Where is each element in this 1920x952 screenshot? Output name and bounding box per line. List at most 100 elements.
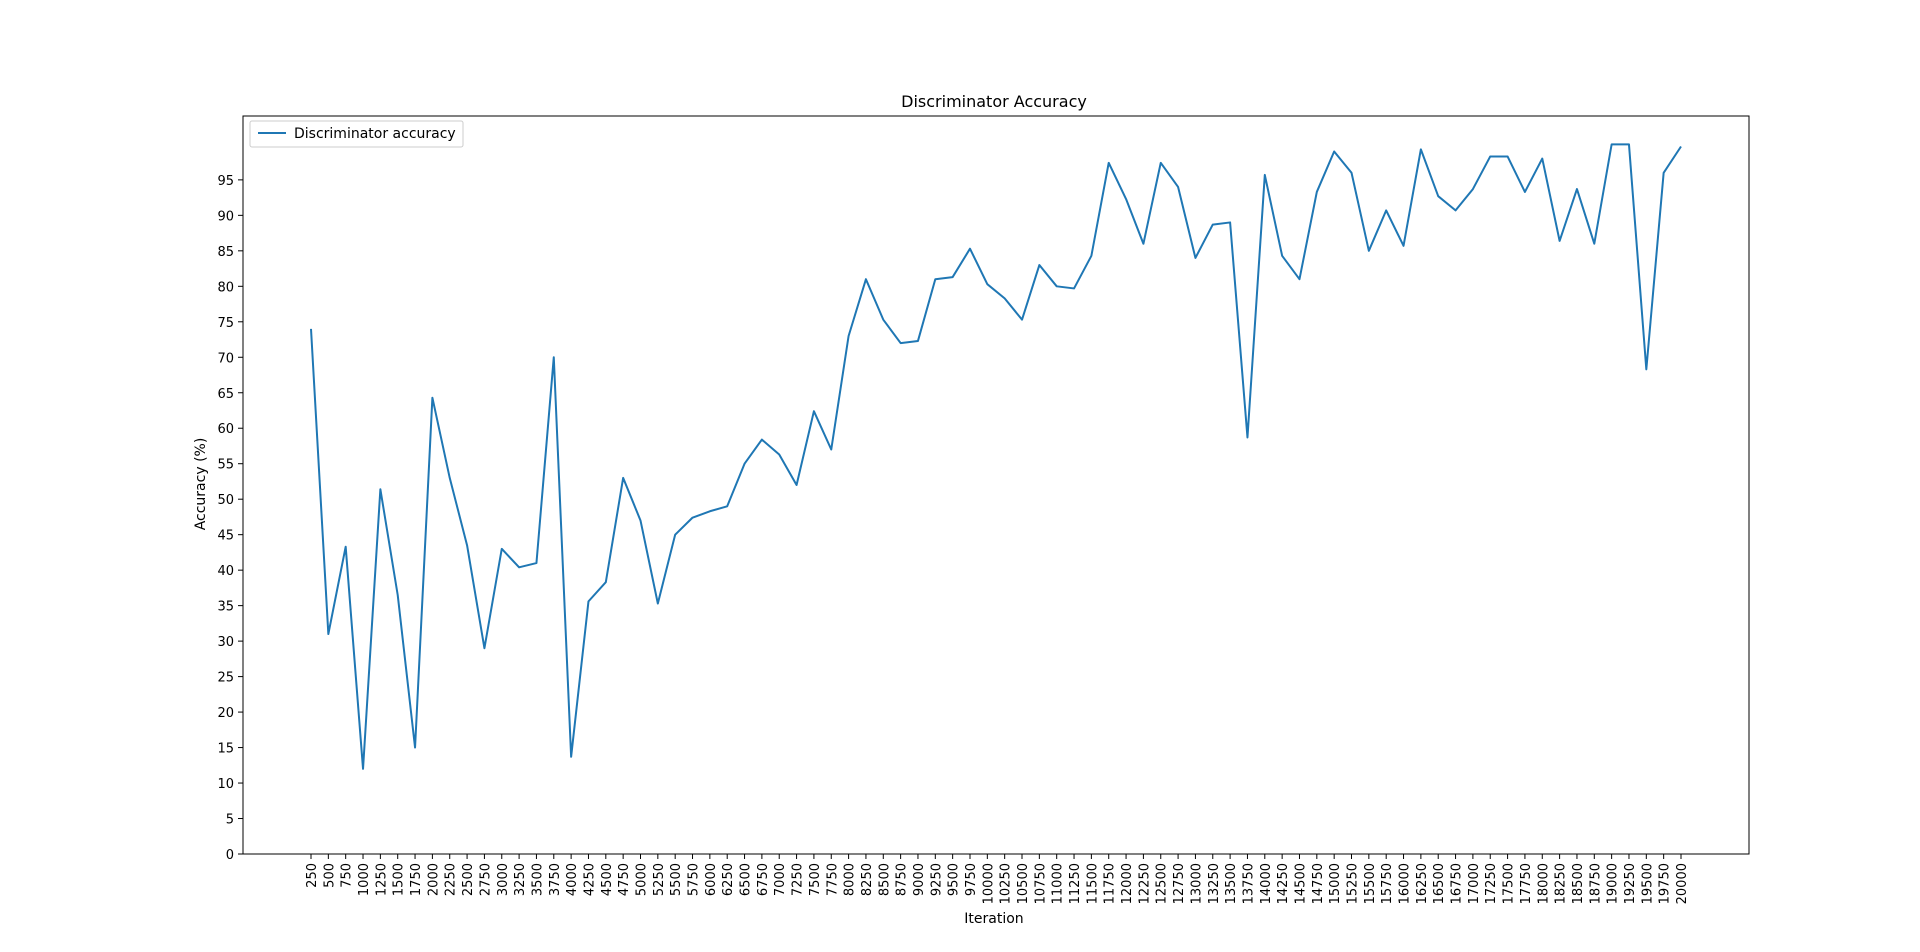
x-tick-label: 18500 <box>1571 863 1586 904</box>
x-axis: 250 500 750 1000 1250 1500 1750 2000 2250 2500 275… <box>305 854 1690 904</box>
x-tick-label: 16750 <box>1450 863 1465 904</box>
data-point <box>1559 240 1561 242</box>
data-point <box>744 463 746 465</box>
x-tick-label: 19250 <box>1623 863 1638 904</box>
data-point <box>1229 221 1231 223</box>
data-point <box>501 548 503 550</box>
data-point <box>431 397 433 399</box>
data-point <box>379 488 381 490</box>
y-tick-label: 55 <box>217 458 234 473</box>
x-tick-label: 3250 <box>513 863 528 896</box>
x-tick-label: 18000 <box>1536 863 1551 904</box>
x-tick-label: 18750 <box>1588 863 1603 904</box>
y-tick-label: 10 <box>217 777 234 792</box>
data-point <box>1090 255 1092 257</box>
data-point <box>1437 195 1439 197</box>
data-point <box>1125 198 1127 200</box>
x-tick-label: 11250 <box>1068 863 1083 904</box>
x-tick-label: 9500 <box>947 863 962 896</box>
x-tick-label: 17250 <box>1484 863 1499 904</box>
data-point <box>327 633 329 635</box>
data-point <box>813 410 815 412</box>
data-point <box>1524 191 1526 193</box>
y-tick-label: 40 <box>217 564 234 579</box>
data-point <box>466 544 468 546</box>
x-tick-label: 2750 <box>478 863 493 896</box>
x-tick-label: 11000 <box>1051 863 1066 904</box>
data-point <box>1507 155 1509 157</box>
x-tick-label: 7750 <box>825 863 840 896</box>
y-tick-label: 80 <box>217 280 234 295</box>
data-point <box>1455 209 1457 211</box>
x-tick-label: 13250 <box>1207 863 1222 904</box>
x-tick-label: 16250 <box>1415 863 1430 904</box>
data-point <box>553 356 555 358</box>
x-tick-label: 2000 <box>426 863 441 896</box>
data-point <box>1593 243 1595 245</box>
data-point <box>952 276 954 278</box>
x-tick-label: 750 <box>340 863 355 888</box>
data-point <box>345 546 347 548</box>
data-point <box>657 603 659 605</box>
data-point <box>1472 188 1474 190</box>
x-tick-label: 1000 <box>357 863 372 896</box>
x-tick-label: 6750 <box>756 863 771 896</box>
y-tick-label: 75 <box>217 316 234 331</box>
data-point <box>1645 368 1647 370</box>
data-point <box>570 756 572 758</box>
x-tick-label: 500 <box>322 863 337 888</box>
x-tick-label: 5500 <box>669 863 684 896</box>
x-tick-label: 1500 <box>392 863 407 896</box>
data-point <box>969 248 971 250</box>
x-tick-label: 14750 <box>1311 863 1326 904</box>
legend: Discriminator accuracy <box>249 120 464 148</box>
data-point <box>605 581 607 583</box>
data-point <box>1246 436 1248 438</box>
x-tick-label: 1250 <box>374 863 389 896</box>
x-tick-label: 12250 <box>1137 863 1152 904</box>
data-point <box>1281 255 1283 257</box>
x-tick-label: 8500 <box>877 863 892 896</box>
data-point <box>1194 257 1196 259</box>
x-tick-label: 4000 <box>565 863 580 896</box>
x-tick-label: 9000 <box>912 863 927 896</box>
y-tick-label: 90 <box>217 209 234 224</box>
x-tick-label: 15000 <box>1328 863 1343 904</box>
data-point <box>1073 287 1075 289</box>
x-tick-label: 10500 <box>1016 863 1031 904</box>
x-tick-label: 15250 <box>1346 863 1361 904</box>
x-tick-label: 3000 <box>496 863 511 896</box>
x-tick-label: 12750 <box>1172 863 1187 904</box>
data-point <box>1628 143 1630 145</box>
y-tick-label: 85 <box>217 245 234 260</box>
x-tick-label: 8000 <box>843 863 858 896</box>
data-point <box>848 335 850 337</box>
x-tick-label: 18250 <box>1554 863 1569 904</box>
x-tick-label: 12000 <box>1120 863 1135 904</box>
data-point <box>917 340 919 342</box>
chart-title: Discriminator Accuracy <box>901 92 1087 111</box>
data-point <box>397 594 399 596</box>
data-point <box>1264 174 1266 176</box>
data-point <box>518 566 520 568</box>
x-tick-label: 1750 <box>409 863 424 896</box>
data-point <box>1680 146 1682 148</box>
x-tick-label: 19500 <box>1640 863 1655 904</box>
data-point <box>535 562 537 564</box>
x-tick-label: 13750 <box>1241 863 1256 904</box>
data-point <box>362 768 364 770</box>
data-point <box>934 278 936 280</box>
x-tick-label: 17000 <box>1467 863 1482 904</box>
x-tick-label: 4500 <box>600 863 615 896</box>
y-tick-label: 95 <box>217 174 234 189</box>
x-tick-label: 13500 <box>1224 863 1239 904</box>
data-point <box>1663 172 1665 174</box>
x-tick-label: 15500 <box>1363 863 1378 904</box>
data-point <box>639 519 641 521</box>
y-tick-label: 50 <box>217 493 234 508</box>
x-tick-label: 19750 <box>1658 863 1673 904</box>
x-tick-label: 7500 <box>808 863 823 896</box>
x-tick-label: 3750 <box>548 863 563 896</box>
y-axis-label: Accuracy (%) <box>193 438 209 531</box>
